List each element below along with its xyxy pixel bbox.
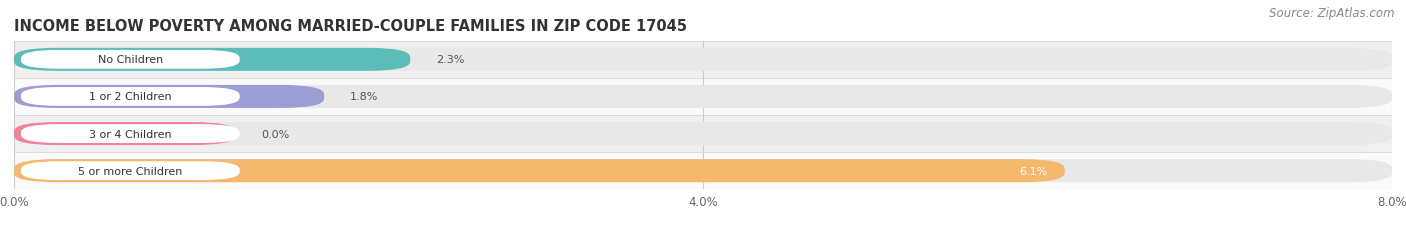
Text: INCOME BELOW POVERTY AMONG MARRIED-COUPLE FAMILIES IN ZIP CODE 17045: INCOME BELOW POVERTY AMONG MARRIED-COUPL… <box>14 18 688 33</box>
Text: Source: ZipAtlas.com: Source: ZipAtlas.com <box>1270 7 1395 20</box>
Text: 1 or 2 Children: 1 or 2 Children <box>89 92 172 102</box>
Text: 2.3%: 2.3% <box>436 55 464 65</box>
FancyBboxPatch shape <box>21 51 239 70</box>
FancyBboxPatch shape <box>14 122 235 146</box>
Bar <box>14 79 1392 116</box>
Text: 1.8%: 1.8% <box>350 92 378 102</box>
FancyBboxPatch shape <box>14 159 1392 182</box>
Bar <box>14 116 1392 152</box>
FancyBboxPatch shape <box>21 161 239 180</box>
Bar <box>14 152 1392 189</box>
Text: 0.0%: 0.0% <box>260 129 290 139</box>
Text: 5 or more Children: 5 or more Children <box>79 166 183 176</box>
FancyBboxPatch shape <box>14 159 1064 182</box>
FancyBboxPatch shape <box>21 125 239 143</box>
Text: 6.1%: 6.1% <box>1019 166 1047 176</box>
Text: 3 or 4 Children: 3 or 4 Children <box>89 129 172 139</box>
FancyBboxPatch shape <box>14 49 1392 72</box>
FancyBboxPatch shape <box>14 49 411 72</box>
FancyBboxPatch shape <box>14 85 325 109</box>
Bar <box>14 42 1392 79</box>
FancyBboxPatch shape <box>14 122 1392 146</box>
FancyBboxPatch shape <box>14 85 1392 109</box>
FancyBboxPatch shape <box>21 88 239 106</box>
Text: No Children: No Children <box>97 55 163 65</box>
